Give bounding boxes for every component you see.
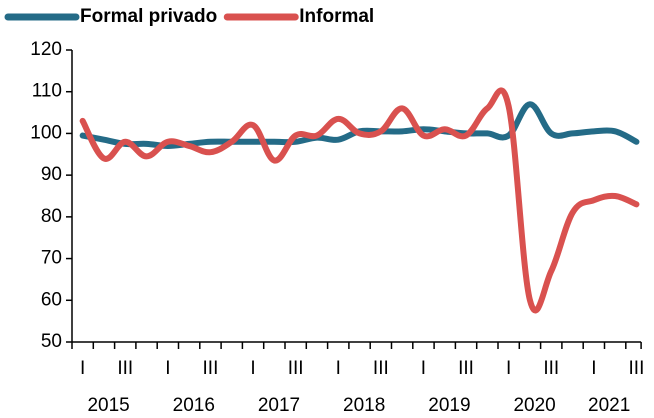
year-label: 2017 [258, 395, 300, 416]
x-tick-label: III [203, 358, 219, 379]
x-tick-label: III [288, 358, 304, 379]
y-tick-label: 100 [30, 122, 62, 143]
x-tick-label: III [117, 358, 133, 379]
x-tick-label: I [421, 358, 426, 379]
x-tick-label: I [80, 358, 85, 379]
y-tick-label: 60 [41, 289, 62, 310]
legend-label: Informal [299, 6, 374, 27]
x-tick-label: I [591, 358, 596, 379]
year-label: 2021 [588, 395, 630, 416]
x-tick-label: III [543, 358, 559, 379]
x-tick-label: I [506, 358, 511, 379]
x-tick-label: I [336, 358, 341, 379]
year-label: 2020 [513, 395, 555, 416]
year-label: 2018 [343, 395, 385, 416]
x-tick-label: I [250, 358, 255, 379]
y-tick-label: 80 [41, 206, 62, 227]
year-label: 2019 [428, 395, 470, 416]
series-line [79, 87, 640, 314]
year-label: 2015 [87, 395, 129, 416]
x-tick-label: I [165, 358, 170, 379]
y-tick-label: 120 [30, 39, 62, 60]
y-tick-label: 50 [41, 331, 62, 352]
y-tick-label: 70 [41, 248, 62, 269]
legend-label: Formal privado [80, 6, 217, 27]
x-tick-label: III [629, 358, 645, 379]
y-tick-label: 110 [32, 81, 62, 102]
x-tick-label: III [458, 358, 474, 379]
y-tick-label: 90 [41, 164, 62, 185]
year-label: 2016 [173, 395, 215, 416]
x-tick-label: III [373, 358, 389, 379]
